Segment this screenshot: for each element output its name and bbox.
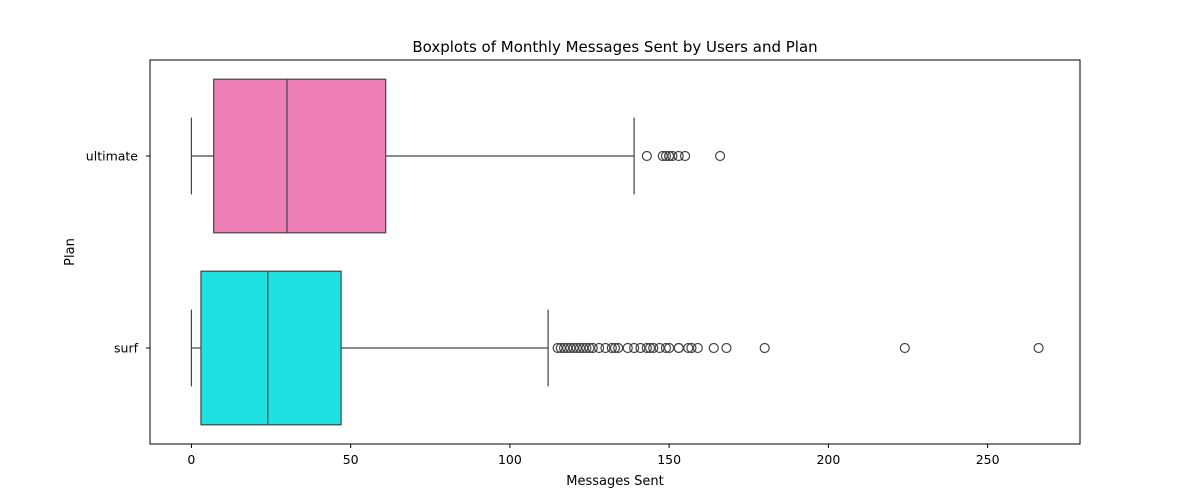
outlier-point <box>581 342 592 354</box>
outlier-point <box>667 150 678 162</box>
outlier-point <box>899 342 910 354</box>
y-tick-label: surf <box>114 341 139 356</box>
outlier-point <box>660 342 672 354</box>
plot-frame <box>149 59 1081 445</box>
outlier-point <box>686 342 697 354</box>
box-group-surf <box>190 270 1044 426</box>
outlier-point <box>641 150 652 162</box>
box-surf <box>200 270 342 426</box>
outlier-point <box>587 342 598 354</box>
outlier-point <box>1033 342 1044 354</box>
outlier-point <box>660 150 672 162</box>
x-tick-label: 100 <box>498 452 522 467</box>
outlier-point <box>708 342 719 354</box>
outlier-point <box>673 342 684 354</box>
x-tick-label: 250 <box>976 452 1000 467</box>
outlier-point <box>593 342 605 354</box>
outlier-point <box>715 150 726 162</box>
outlier-point <box>759 342 770 354</box>
x-axis-label: Messages Sent <box>566 474 663 489</box>
outlier-point <box>606 342 617 354</box>
plot-area <box>190 78 1044 426</box>
x-tick-label: 50 <box>343 452 359 467</box>
y-tick-label: ultimate <box>86 149 139 164</box>
outlier-point <box>622 342 633 354</box>
box-ultimate <box>213 78 387 234</box>
x-tick-label: 200 <box>816 452 840 467</box>
outlier-point <box>679 150 691 162</box>
outlier-point <box>648 342 659 354</box>
chart-title: Boxplots of Monthly Messages Sent by Use… <box>412 38 817 56</box>
outlier-point <box>692 342 703 354</box>
outlier-point <box>721 342 732 354</box>
x-tick-label: 0 <box>187 452 195 467</box>
box-group-ultimate <box>190 78 726 234</box>
y-axis-label: Plan <box>63 238 78 266</box>
x-axis: 0 50 100 150 200 250 <box>187 444 1000 467</box>
outlier-point <box>673 150 684 162</box>
outlier-point <box>641 342 652 354</box>
outlier-point <box>629 342 640 354</box>
outlier-point <box>609 342 621 354</box>
x-tick-label: 150 <box>657 452 681 467</box>
y-axis: ultimate surf <box>86 149 150 356</box>
